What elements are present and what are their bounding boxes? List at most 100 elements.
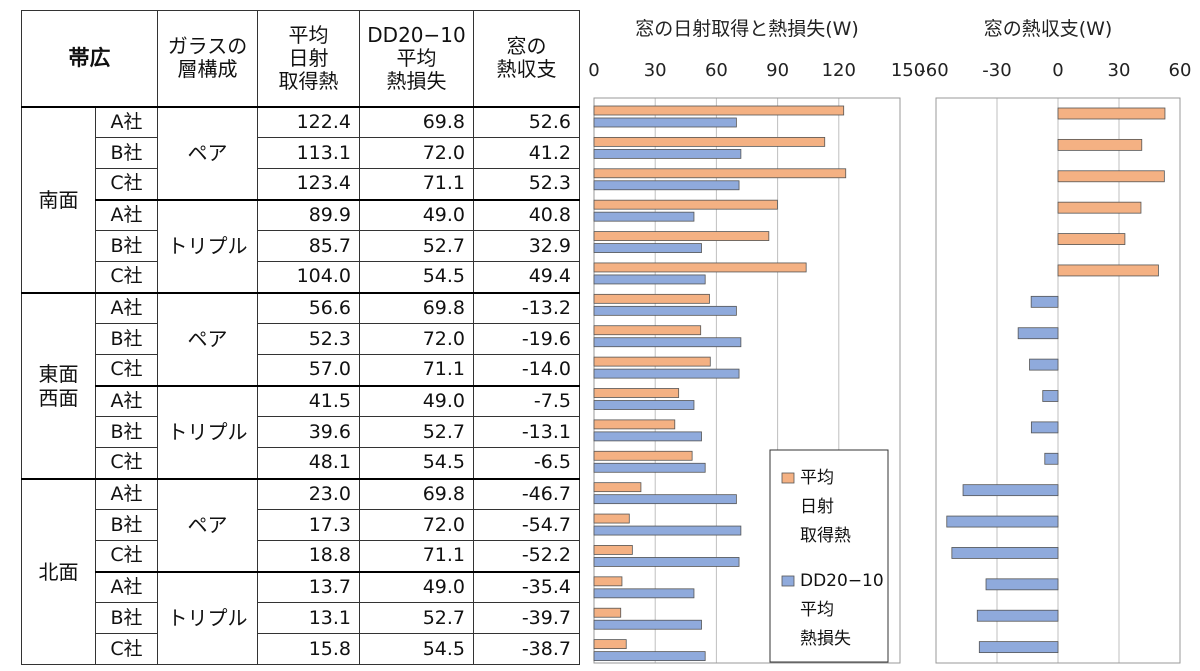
legend-label: 日射 <box>800 497 834 517</box>
chart1-tick-label: 150 <box>891 60 925 81</box>
header-solar-line: 日射 <box>288 45 329 70</box>
solar-gain-cell: 13.7 <box>257 570 360 603</box>
legend-label: 平均 <box>800 600 834 620</box>
solar-gain-cell: 57.0 <box>257 354 360 386</box>
side-label-line: 東面 <box>38 361 79 386</box>
company-cell: B社 <box>95 323 158 355</box>
table-row: A社 トリプル 89.9 49.0 40.8 <box>22 198 580 293</box>
header-glass-line: 層構成 <box>177 57 238 82</box>
solar-gain-cell: 41.5 <box>257 384 360 417</box>
header-loss: DD20−10 平均 熱損失 <box>359 10 474 108</box>
header-solar-line: 平均 <box>288 22 329 47</box>
heat-loss-bar <box>593 431 702 442</box>
header-solar-line: 取得熱 <box>278 68 339 93</box>
solar-gain-bar <box>593 576 623 587</box>
heat-balance-bar <box>951 547 1059 559</box>
company-cell: B社 <box>95 230 158 262</box>
solar-gain-bar <box>593 388 680 398</box>
chart1-tick-label: 30 <box>644 60 667 81</box>
glass-type-cell: ペア <box>157 291 258 386</box>
heat-loss-cell: 49.0 <box>359 384 474 417</box>
company-cell: A社 <box>95 198 158 231</box>
table-row: C社 104.0 54.5 49.4 <box>22 261 580 293</box>
heat-balance-bar <box>1057 138 1143 151</box>
table-row: 北面 A社 ペア 23.0 69.8 -46.7 <box>21 477 580 665</box>
header-loss-line: DD20−10 <box>367 22 466 47</box>
heat-loss-bar <box>593 557 740 567</box>
company-cell: B社 <box>95 137 158 169</box>
company-cell: C社 <box>95 447 158 479</box>
header-loss-line: 熱損失 <box>386 68 447 93</box>
company-cell: C社 <box>95 540 158 572</box>
table-row: C社 123.4 71.1 52.3 <box>22 168 580 200</box>
solar-gain-bar <box>593 639 627 650</box>
chart2-title: 窓の熱収支(W) <box>984 18 1113 40</box>
heat-balance-cell: -52.2 <box>473 540 580 572</box>
solar-gain-bar <box>593 607 622 618</box>
heat-balance-bar <box>1030 421 1059 434</box>
header-balance: 窓の 熱収支 <box>473 10 580 108</box>
solar-gain-bar <box>593 105 845 116</box>
heat-balance-bar <box>976 609 1059 622</box>
heat-balance-bar <box>1017 327 1059 340</box>
side-label: 北面 <box>21 477 96 665</box>
chart2-frame <box>935 97 1181 664</box>
legend-label: DD20−10 <box>800 571 884 591</box>
heat-balance-bar <box>1057 170 1165 183</box>
solar-gain-bar <box>593 545 633 555</box>
table-row: B社 17.3 72.0 -54.7 <box>22 509 580 541</box>
heat-loss-cell: 69.8 <box>359 105 474 138</box>
solar-gain-bar <box>593 450 693 461</box>
solar-gain-bar <box>593 199 778 210</box>
legend-label: 取得熱 <box>800 526 851 546</box>
solar-gain-bar <box>593 356 711 367</box>
heat-balance-cell: -46.7 <box>473 477 580 510</box>
heat-balance-cell: 52.3 <box>473 168 580 200</box>
heat-balance-cell: -13.2 <box>473 291 580 324</box>
heat-loss-cell: 49.0 <box>359 198 474 231</box>
heat-loss-bar <box>593 588 695 599</box>
chart1-title: 窓の日射取得と熱損失(W) <box>635 18 859 40</box>
heat-loss-cell: 52.7 <box>359 602 474 634</box>
header-solar: 平均 日射 取得熱 <box>257 10 360 108</box>
heat-loss-bar <box>593 368 740 379</box>
glass-type-cell: トリプル <box>157 384 258 479</box>
chart1-tick-label: 90 <box>766 60 789 81</box>
header-loss-line: 平均 <box>396 45 437 70</box>
solar-gain-bar <box>593 262 807 273</box>
company-cell: C社 <box>95 168 158 200</box>
header-balance-line: 熱収支 <box>496 57 557 82</box>
heat-balance-bar <box>1057 107 1166 120</box>
company-cell: B社 <box>95 602 158 634</box>
heat-loss-bar <box>593 180 740 191</box>
heat-balance-bar <box>1030 295 1059 308</box>
table-row: 東面 西面 A社 ペア 56.6 69.8 -13.2 <box>21 291 580 479</box>
solar-gain-bar <box>593 482 642 493</box>
glass-type-cell: ペア <box>157 105 258 200</box>
heat-balance-cell: -38.7 <box>473 633 580 665</box>
glass-type-cell: トリプル <box>157 198 258 293</box>
heat-loss-bar <box>593 148 742 159</box>
side-label: 東面 西面 <box>21 291 96 479</box>
legend-swatch <box>781 472 795 484</box>
header-glass: ガラスの 層構成 <box>157 10 258 108</box>
solar-gain-bar <box>593 168 847 179</box>
solar-gain-bar <box>593 419 676 430</box>
heat-loss-bar <box>593 525 742 536</box>
solar-gain-cell: 18.8 <box>257 540 360 572</box>
company-cell: A社 <box>95 105 158 138</box>
heat-balance-bar <box>985 578 1059 591</box>
chart1-tick-label: 0 <box>588 60 599 81</box>
heat-loss-bar <box>593 274 706 285</box>
heat-loss-cell: 54.5 <box>359 633 474 665</box>
heat-loss-bar <box>593 243 702 253</box>
heat-loss-bar <box>593 462 706 473</box>
heat-balance-bar <box>978 641 1059 654</box>
header-row: 帯広 ガラスの 層構成 平均 日射 取得熱 DD20−10 平均 熱損失 窓の … <box>21 10 580 108</box>
heat-balance-cell: -35.4 <box>473 570 580 603</box>
heat-loss-bar <box>593 494 737 505</box>
chart1-legend <box>769 449 889 663</box>
heat-balance-cell: 40.8 <box>473 198 580 231</box>
table-row: B社 39.6 52.7 -13.1 <box>22 416 580 448</box>
heat-loss-bar <box>593 619 702 630</box>
